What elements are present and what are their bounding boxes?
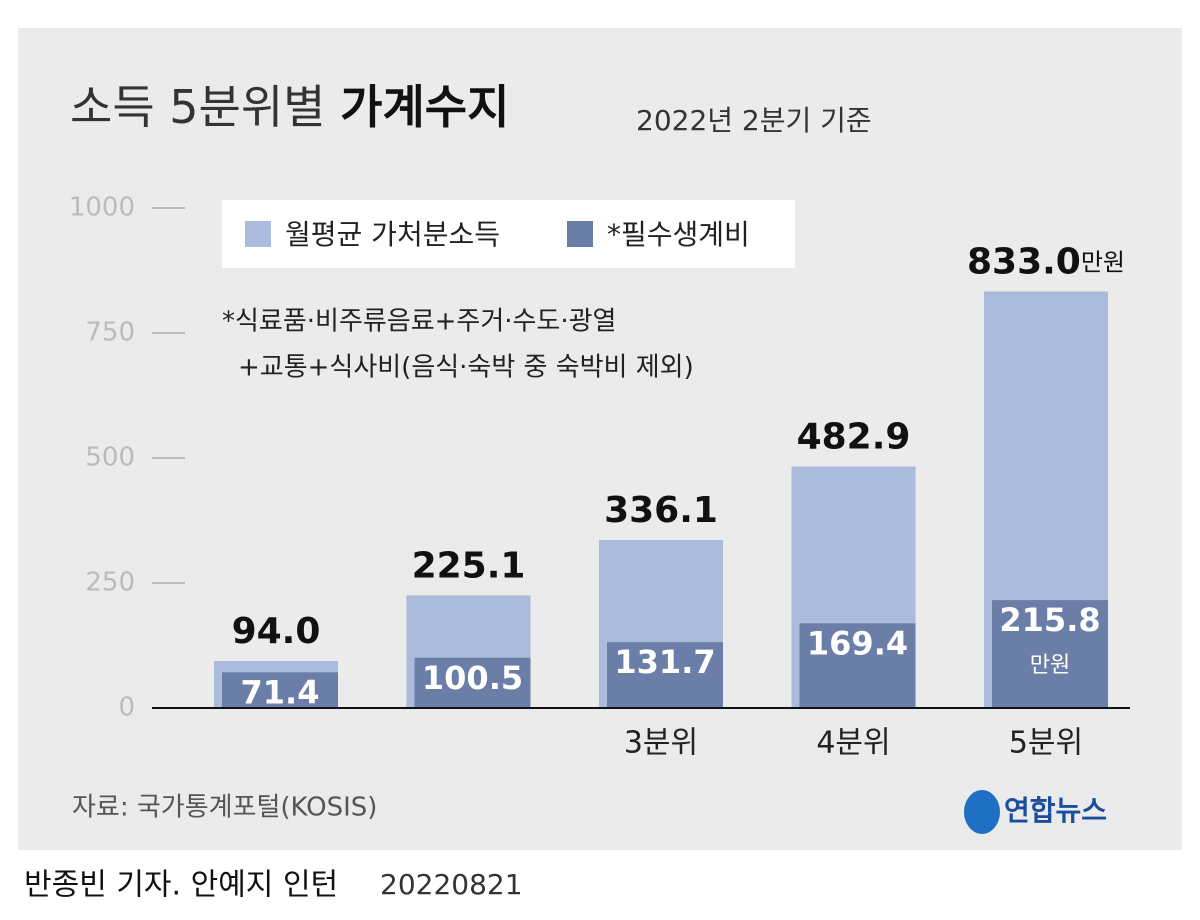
logo: 연합뉴스	[1004, 794, 1107, 827]
value-text: 225.1	[412, 545, 526, 586]
subtitle: 2022년 2분기 기준	[636, 104, 872, 137]
source: 자료: 국가통계포털(KOSIS)	[72, 793, 377, 823]
y-tick-label: 0	[118, 693, 135, 723]
title-bold: 가계수지	[340, 80, 509, 134]
byline: 반종빈 기자. 안예지 인턴	[24, 868, 338, 903]
title-light: 소득 5분위별	[70, 80, 326, 134]
bar	[222, 672, 338, 708]
bar	[414, 657, 531, 708]
bar	[799, 623, 916, 708]
legend-label: *필수생계비	[607, 218, 750, 251]
value-text: 336.1	[604, 490, 718, 531]
y-tick-label: 250	[85, 568, 135, 598]
value-text: 94.0	[232, 611, 321, 652]
x-tick-label: 4분위	[816, 726, 890, 761]
y-tick-label: 750	[85, 318, 135, 348]
legend-swatch	[567, 221, 593, 247]
note: *식료품·비주류음료+주거·수도·광열	[222, 307, 616, 337]
value-label: 225.1	[412, 545, 526, 586]
date: 20220821	[380, 868, 523, 901]
x-tick-label: 3분위	[624, 726, 698, 761]
y-tick-label: 1000	[69, 193, 135, 223]
bar	[992, 600, 1108, 708]
x-tick-label: 5분위	[1009, 726, 1083, 761]
value-label: 833.0만원	[967, 242, 1125, 283]
legend-label: 월평균 가처분소득	[285, 218, 500, 251]
y-tick-label: 500	[85, 443, 135, 473]
legend	[222, 200, 795, 268]
unit-label: 만원	[1030, 653, 1070, 678]
chart-title: 소득 5분위별 가계수지	[70, 80, 509, 134]
value-text: 833.0	[967, 242, 1081, 283]
value-label: 169.4	[807, 624, 908, 662]
logo-icon	[964, 790, 1000, 834]
value-label: 71.4	[241, 673, 320, 711]
value-label: 336.1	[604, 490, 718, 531]
value-label: 94.0	[232, 611, 321, 652]
unit-label: 만원	[1081, 249, 1125, 277]
value-label: 482.9	[797, 417, 911, 458]
value-text: 482.9	[797, 417, 911, 458]
value-label: 215.8	[999, 601, 1100, 639]
bar	[607, 642, 723, 708]
value-label: 131.7	[614, 643, 715, 681]
note: +교통+식사비(음식·숙박 중 숙박비 제외)	[238, 353, 694, 383]
legend-swatch	[245, 221, 271, 247]
value-label: 100.5	[422, 659, 523, 697]
